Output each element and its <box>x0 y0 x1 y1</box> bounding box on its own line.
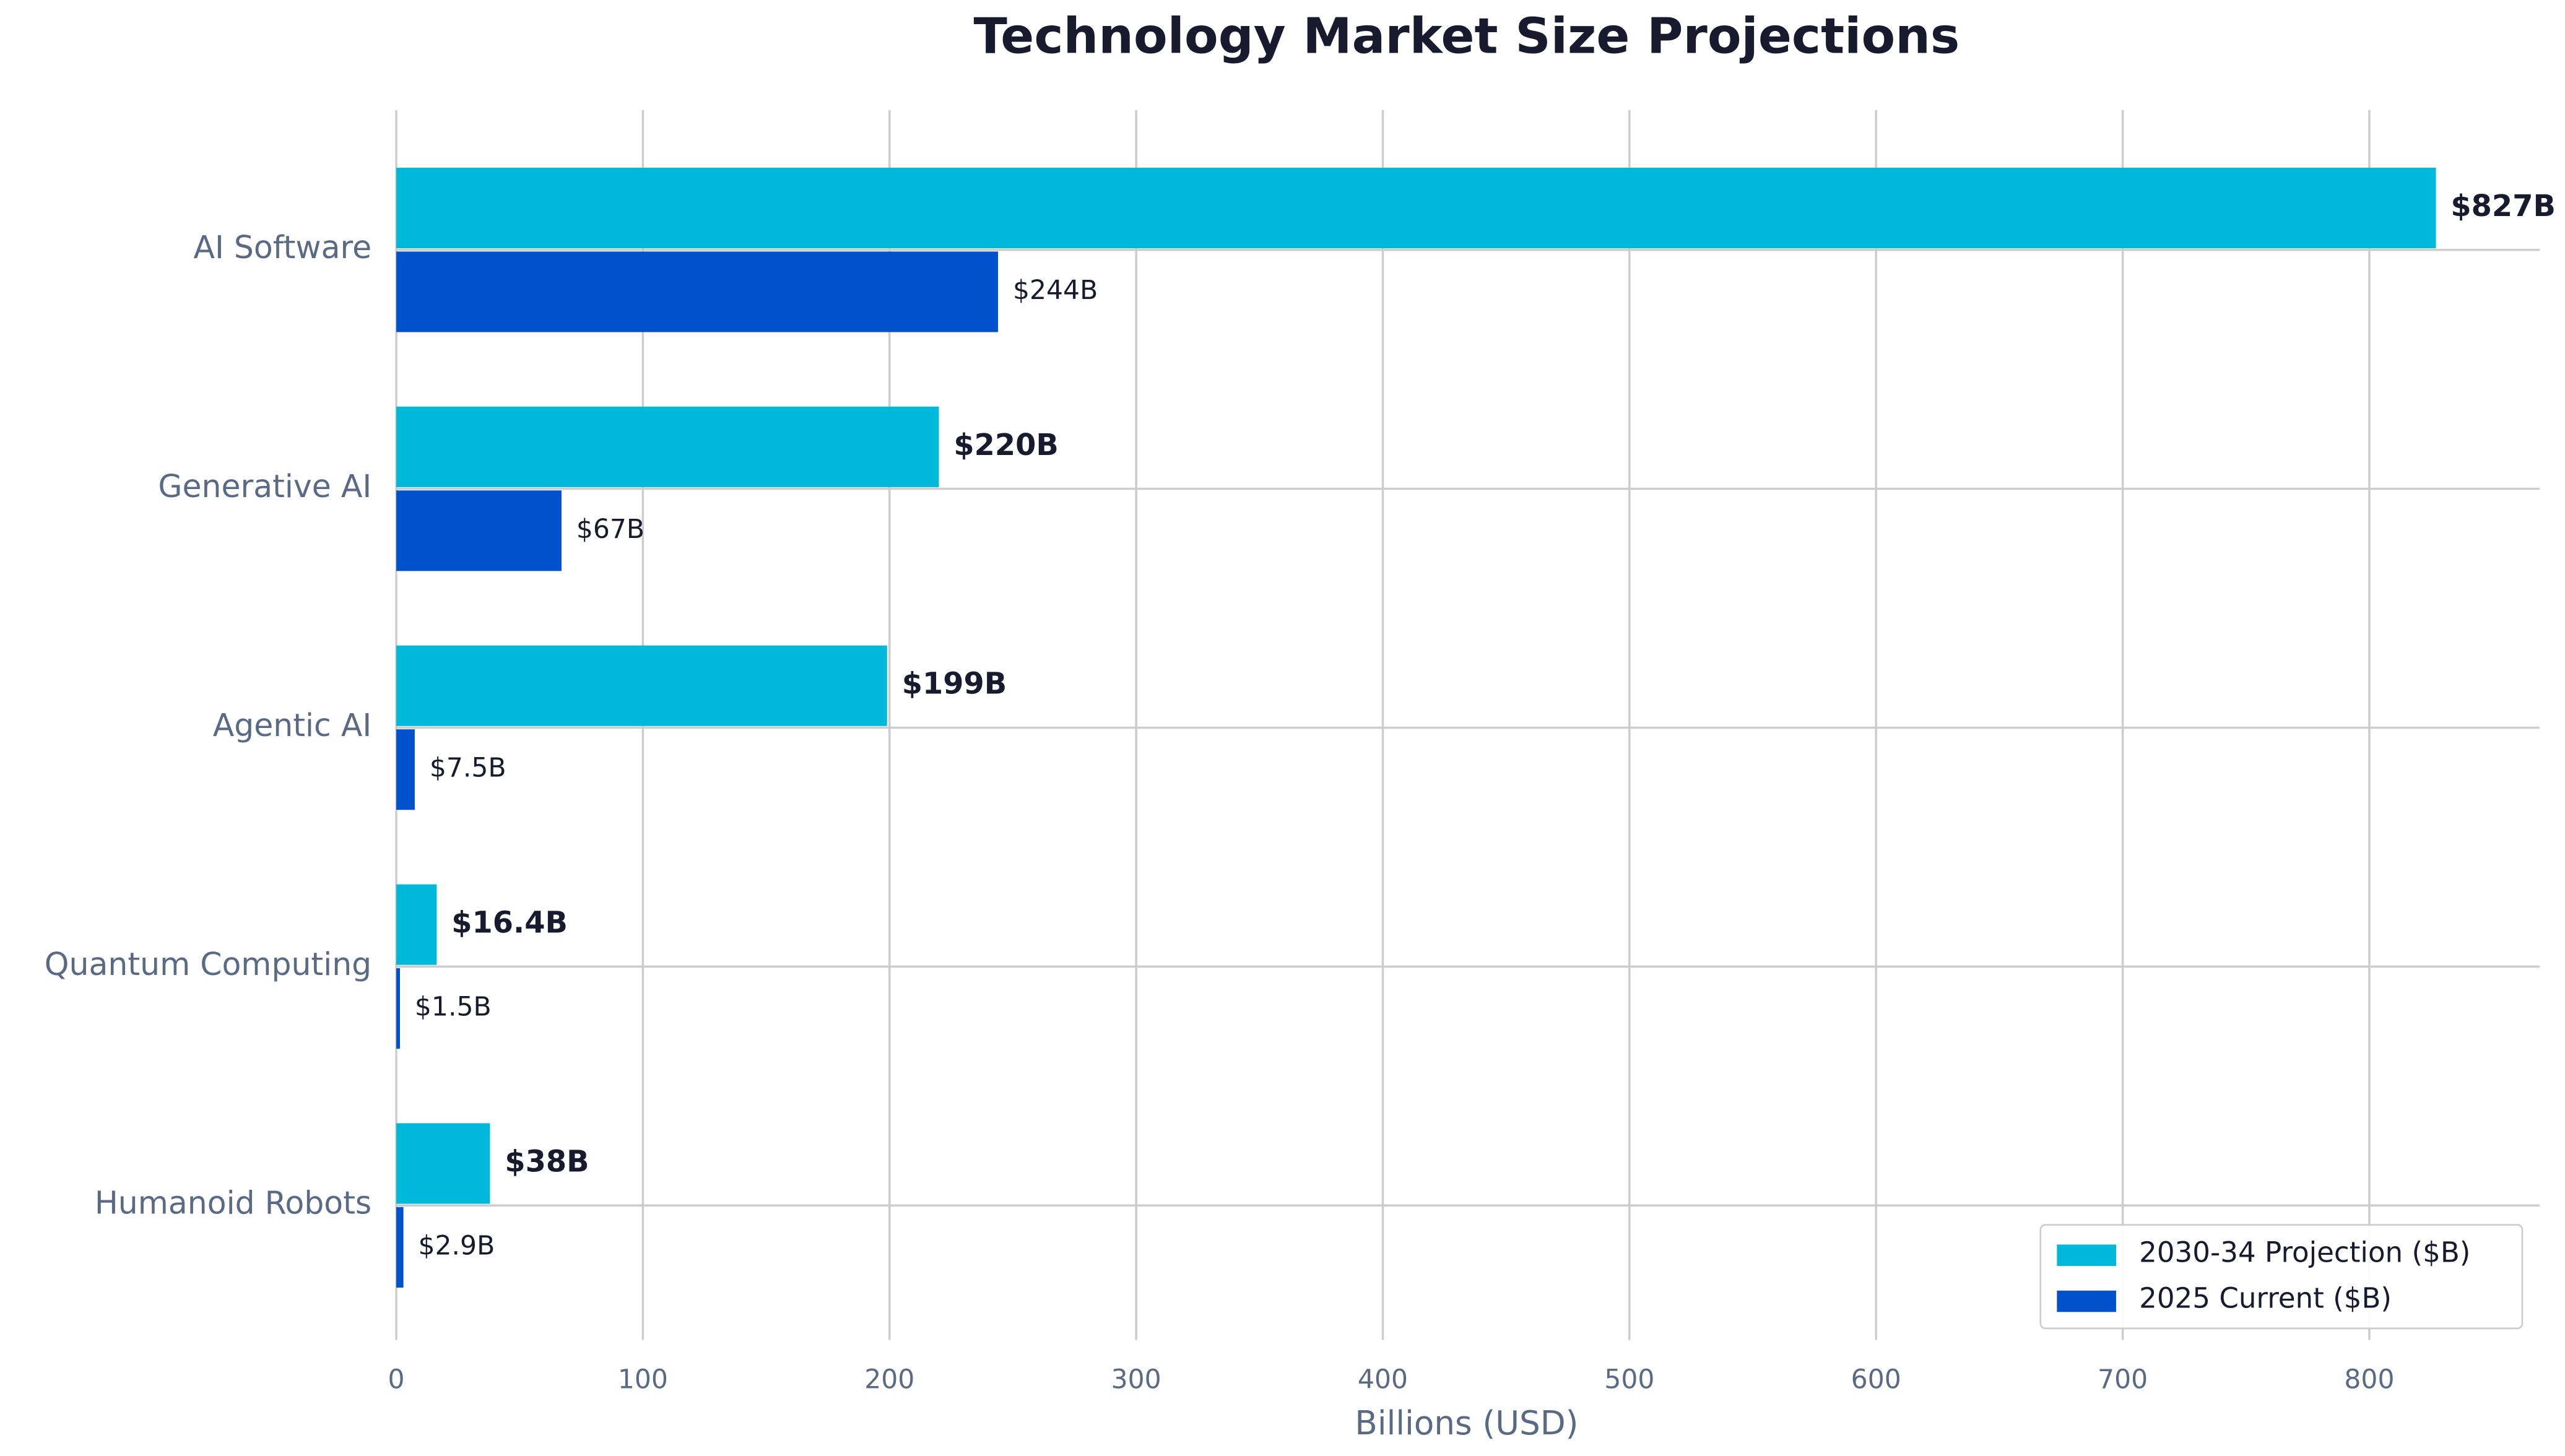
bar <box>396 251 999 332</box>
value-label: $1.5B <box>415 992 492 1023</box>
bar <box>396 1207 404 1288</box>
value-label: $7.5B <box>430 753 506 784</box>
bar <box>396 167 2436 249</box>
legend-label: 2030-34 Projection ($B) <box>2139 1236 2470 1268</box>
legend-swatch <box>2057 1244 2116 1266</box>
x-tick-label: 300 <box>1111 1364 1161 1395</box>
value-label: $2.9B <box>418 1231 495 1261</box>
value-label: $827B <box>2450 189 2555 223</box>
x-tick-label: 200 <box>864 1364 914 1395</box>
x-tick-label: 800 <box>2344 1364 2394 1395</box>
legend-box <box>2039 1224 2524 1330</box>
value-label: $199B <box>902 667 1007 701</box>
bar <box>396 406 939 487</box>
y-tick-label: Agentic AI <box>213 707 371 743</box>
x-tick-label: 100 <box>618 1364 668 1395</box>
x-tick-label: 500 <box>1604 1364 1654 1395</box>
value-label: $38B <box>505 1145 589 1179</box>
x-tick-label: 0 <box>388 1364 405 1395</box>
legend: 2030-34 Projection ($B) 2025 Current ($B) <box>2039 1224 2524 1330</box>
y-tick-label: Generative AI <box>158 468 371 505</box>
y-tick-label: Humanoid Robots <box>95 1185 371 1221</box>
chart-title: Technology Market Size Projections <box>974 7 1960 65</box>
grid: 0 100 200 300 400 500 600 700 800 AI Software Gene… <box>45 110 2540 1395</box>
legend-label: 2025 Current ($B) <box>2139 1282 2392 1315</box>
bar <box>396 884 437 965</box>
value-label: $244B <box>1013 275 1098 306</box>
value-label: $16.4B <box>451 906 568 940</box>
bar <box>396 490 562 571</box>
bar <box>396 968 401 1049</box>
value-label: $220B <box>953 428 1058 462</box>
legend-swatch <box>2057 1290 2116 1312</box>
bar <box>396 729 415 810</box>
y-tick-label: Quantum Computing <box>45 946 371 982</box>
y-tick-label: AI Software <box>193 229 371 266</box>
x-tick-label: 400 <box>1358 1364 1408 1395</box>
bars: $827B $220B $199B $16.4B $38B $244B $67B $7.5B $… <box>396 167 2556 1288</box>
x-tick-label: 600 <box>1851 1364 1901 1395</box>
bar <box>396 645 887 726</box>
x-tick-label: 700 <box>2098 1364 2148 1395</box>
x-axis-label: Billions (USD) <box>1355 1404 1578 1442</box>
value-label: $67B <box>576 514 645 545</box>
bar <box>396 1123 490 1204</box>
